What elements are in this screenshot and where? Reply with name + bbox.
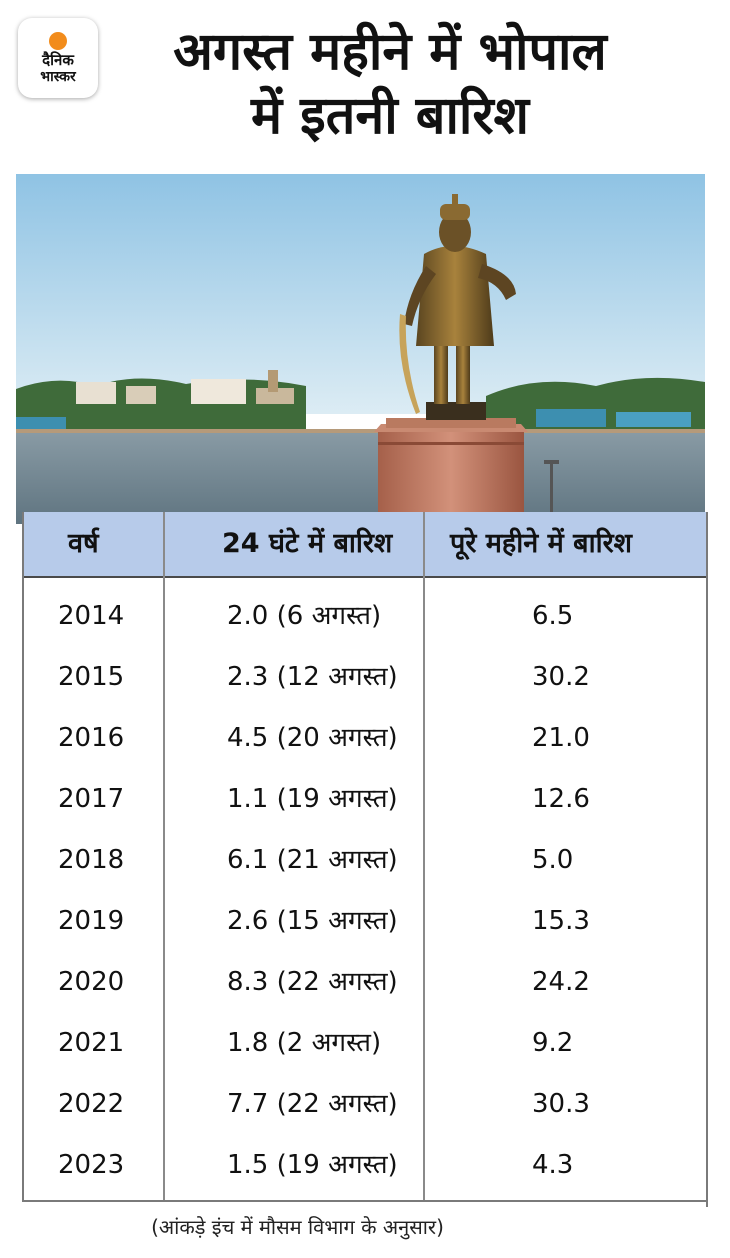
table-row: 2020 8.3 (22 अगस्त) 24.2 [22,952,708,1013]
cell-month-rain: 21.0 [532,723,590,753]
column-divider [423,512,425,1202]
cell-month-rain: 4.3 [532,1150,574,1180]
table-row: 2019 2.6 (15 अगस्त) 15.3 [22,891,708,952]
source-footnote: (आंकड़े इंच में मौसम विभाग के अनुसार) [151,1215,444,1239]
header-year: वर्ष [68,528,99,559]
table-header: वर्ष 24 घंटे में बारिश पूरे महीने में बा… [22,512,708,578]
cell-year: 2018 [58,845,125,875]
cell-24h-rain: 1.1 (19 अगस्त) [227,784,398,814]
cell-year: 2019 [58,906,125,936]
table-border-left [22,512,24,1202]
cell-year: 2014 [58,601,125,631]
rainfall-table: वर्ष 24 घंटे में बारिश पूरे महीने में बा… [22,512,708,1207]
table-row: 2017 1.1 (19 अगस्त) 12.6 [22,769,708,830]
table-body: 2014 2.0 (6 अगस्त) 6.5 2015 2.3 (12 अगस्… [22,586,708,1196]
table-row: 2023 1.5 (19 अगस्त) 4.3 [22,1135,708,1196]
cell-month-rain: 5.0 [532,845,574,875]
brand-logo: दैनिक भास्कर [18,18,98,98]
cell-year: 2023 [58,1150,125,1180]
cell-year: 2015 [58,662,125,692]
table-row: 2018 6.1 (21 अगस्त) 5.0 [22,830,708,891]
cell-year: 2020 [58,967,125,997]
sun-icon [49,31,67,50]
title-line2: में इतनी बारिश [250,86,530,146]
logo-line2: भास्कर [40,68,76,85]
table-row: 2014 2.0 (6 अगस्त) 6.5 [22,586,708,647]
cell-month-rain: 12.6 [532,784,590,814]
cell-24h-rain: 6.1 (21 अगस्त) [227,845,398,875]
table-row: 2016 4.5 (20 अगस्त) 21.0 [22,708,708,769]
table-row: 2015 2.3 (12 अगस्त) 30.2 [22,647,708,708]
cell-year: 2021 [58,1028,125,1058]
page-title: अगस्त महीने में भोपाल में इतनी बारिश [100,20,680,148]
cell-month-rain: 15.3 [532,906,590,936]
cell-month-rain: 24.2 [532,967,590,997]
lake-statue-photo [16,174,705,524]
table-border-bottom [22,1200,708,1202]
cell-24h-rain: 4.5 (20 अगस्त) [227,723,398,753]
header-month-rain: पूरे महीने में बारिश [450,528,632,559]
cell-year: 2022 [58,1089,125,1119]
cell-24h-rain: 2.3 (12 अगस्त) [227,662,398,692]
title-line1: अगस्त महीने में भोपाल [173,22,607,82]
cell-month-rain: 6.5 [532,601,574,631]
cell-month-rain: 9.2 [532,1028,574,1058]
table-border-right [706,512,708,1207]
cell-24h-rain: 8.3 (22 अगस्त) [227,967,398,997]
table-row: 2022 7.7 (22 अगस्त) 30.3 [22,1074,708,1135]
logo-line1: दैनिक [42,50,74,69]
header-24h-rain: 24 घंटे में बारिश [222,528,393,559]
photo-illustration [16,174,705,524]
cell-24h-rain: 2.6 (15 अगस्त) [227,906,398,936]
cell-year: 2016 [58,723,125,753]
cell-24h-rain: 7.7 (22 अगस्त) [227,1089,398,1119]
cell-month-rain: 30.3 [532,1089,590,1119]
cell-month-rain: 30.2 [532,662,590,692]
cell-24h-rain: 2.0 (6 अगस्त) [227,601,382,631]
column-divider [163,512,165,1202]
cell-24h-rain: 1.5 (19 अगस्त) [227,1150,398,1180]
table-row: 2021 1.8 (2 अगस्त) 9.2 [22,1013,708,1074]
cell-year: 2017 [58,784,125,814]
cell-24h-rain: 1.8 (2 अगस्त) [227,1028,382,1058]
